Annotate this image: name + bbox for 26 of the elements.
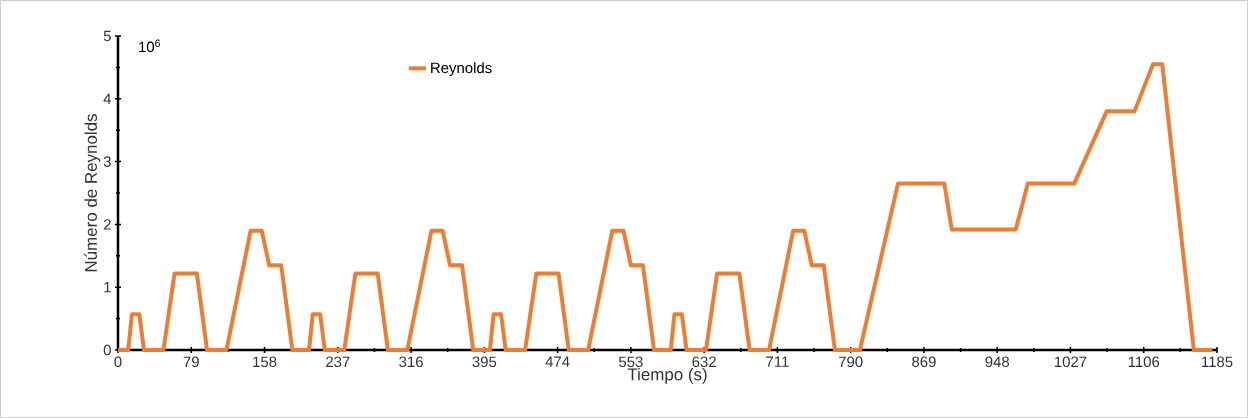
annotation: 10$^{6}$ <box>139 39 160 53</box>
x-tick-label: 395 <box>472 356 497 368</box>
x-tick-label: 790 <box>838 356 863 368</box>
y-axis-title: Número de Reynolds <box>84 114 101 272</box>
x-tick-label: 711 <box>766 356 789 367</box>
y-tick-label: 5 <box>103 30 111 42</box>
x-tick-label: 79 <box>183 356 199 368</box>
x-axis-title: Tiempo (s) <box>627 367 707 384</box>
y-tick-label: 3 <box>103 156 111 167</box>
x-tick-label: 869 <box>912 356 936 368</box>
legend-label: Reynolds <box>431 62 492 77</box>
x-tick-label: 237 <box>326 356 350 368</box>
x-tick-label: 158 <box>253 356 277 368</box>
y-tick-label: 2 <box>103 219 111 230</box>
x-tick-label: 0 <box>114 356 122 368</box>
x-tick-label: 948 <box>985 356 1010 368</box>
y-tick-label: 0 <box>103 344 111 356</box>
x-tick-label: 1106 <box>1128 356 1160 368</box>
x-tick-label: 316 <box>399 356 423 368</box>
y-tick-label: 1 <box>104 282 111 293</box>
x-tick-label: 632 <box>692 356 716 368</box>
x-tick-label: 1185 <box>1202 356 1233 368</box>
y-tick-label: 4 <box>103 93 112 104</box>
x-tick-label: 474 <box>545 356 570 367</box>
x-tick-label: 553 <box>618 356 643 368</box>
x-tick-label: 1027 <box>1054 356 1087 368</box>
